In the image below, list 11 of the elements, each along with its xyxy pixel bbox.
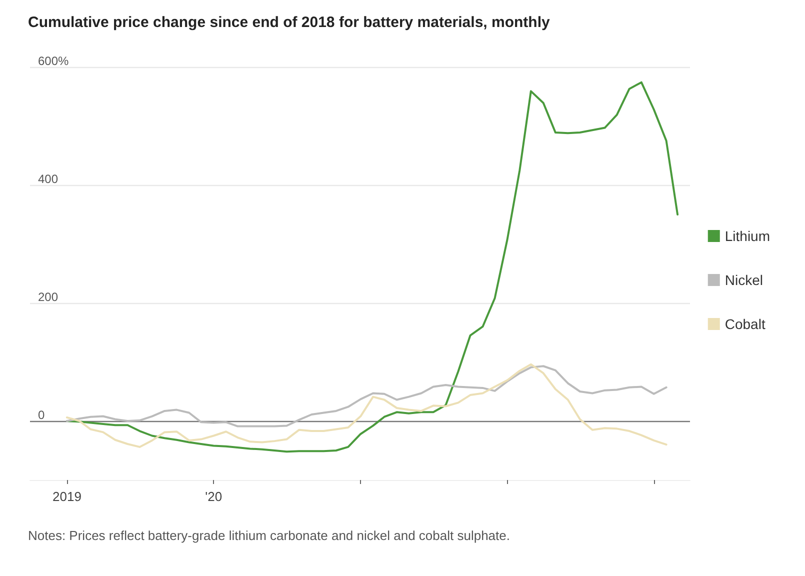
chart-title: Cumulative price change since end of 2018 for battery materials, monthly xyxy=(28,14,550,31)
y-tick-label: 600% xyxy=(38,54,70,68)
x-tick-label: '20 xyxy=(205,489,222,504)
y-tick-label: 400 xyxy=(38,172,58,186)
y-tick-label: 0 xyxy=(38,408,45,422)
legend-label: Cobalt xyxy=(724,316,766,332)
legend-label: Nickel xyxy=(724,272,763,288)
x-tick-label: 2019 xyxy=(52,489,82,504)
legend-label: Lithium xyxy=(724,228,770,244)
text: Notes: Prices reflect battery-grade lithium carbonate and nickel and cobalt sulphate. xyxy=(28,527,510,545)
y-tick-label: 200 xyxy=(38,290,58,304)
